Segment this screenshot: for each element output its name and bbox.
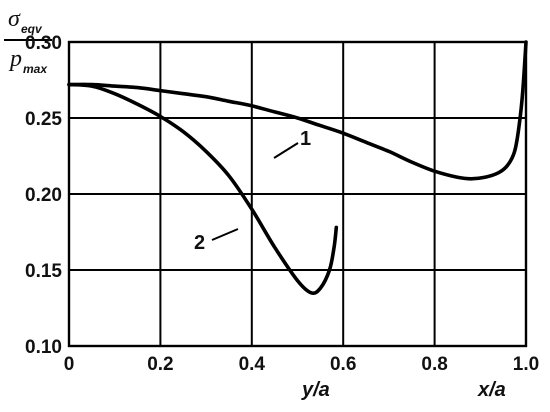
x-axis-label-x-over-a: x/a [477, 379, 506, 401]
y-tick-label: 0.25 [25, 109, 62, 130]
y-tick-label: 0.10 [25, 337, 62, 358]
series-layer [67, 40, 528, 295]
y-tick-label: 0.20 [25, 185, 62, 206]
x-tick-label: 0.6 [330, 354, 356, 375]
y-label-denominator: p [8, 46, 22, 72]
x-tick-label: 0 [64, 354, 75, 375]
curve-label-1-group: 1 [273, 128, 311, 159]
y-axis-label: σ eqv p max [4, 6, 52, 76]
x-tick-label: 0.2 [147, 354, 173, 375]
curve-label-1: 1 [300, 128, 311, 150]
series-line-2 [67, 82, 339, 295]
x-tick-label: 0.8 [421, 354, 447, 375]
y-tick-label: 0.30 [25, 33, 62, 54]
x-tick-label: 0.4 [239, 354, 266, 375]
curve-label-1-leader [273, 142, 299, 159]
y-label-denominator-sub: max [23, 62, 48, 76]
x-axis-label-y-over-a: y/a [301, 379, 330, 401]
plot-frame [67, 40, 528, 348]
curve-label-2: 2 [194, 232, 205, 254]
y-label-numerator-sub: eqv [21, 22, 43, 36]
tick-labels: 0 0.2 0.4 0.6 0.8 1.0 0.10 0.15 0.20 0.25 0.30 [25, 33, 539, 375]
series-line-1 [67, 40, 528, 181]
y-tick-label: 0.15 [25, 261, 62, 282]
y-label-numerator: σ [8, 6, 21, 32]
curve-label-2-leader [211, 228, 239, 241]
x-tick-label: 1.0 [513, 354, 539, 375]
curve-label-2-group: 2 [194, 228, 239, 254]
